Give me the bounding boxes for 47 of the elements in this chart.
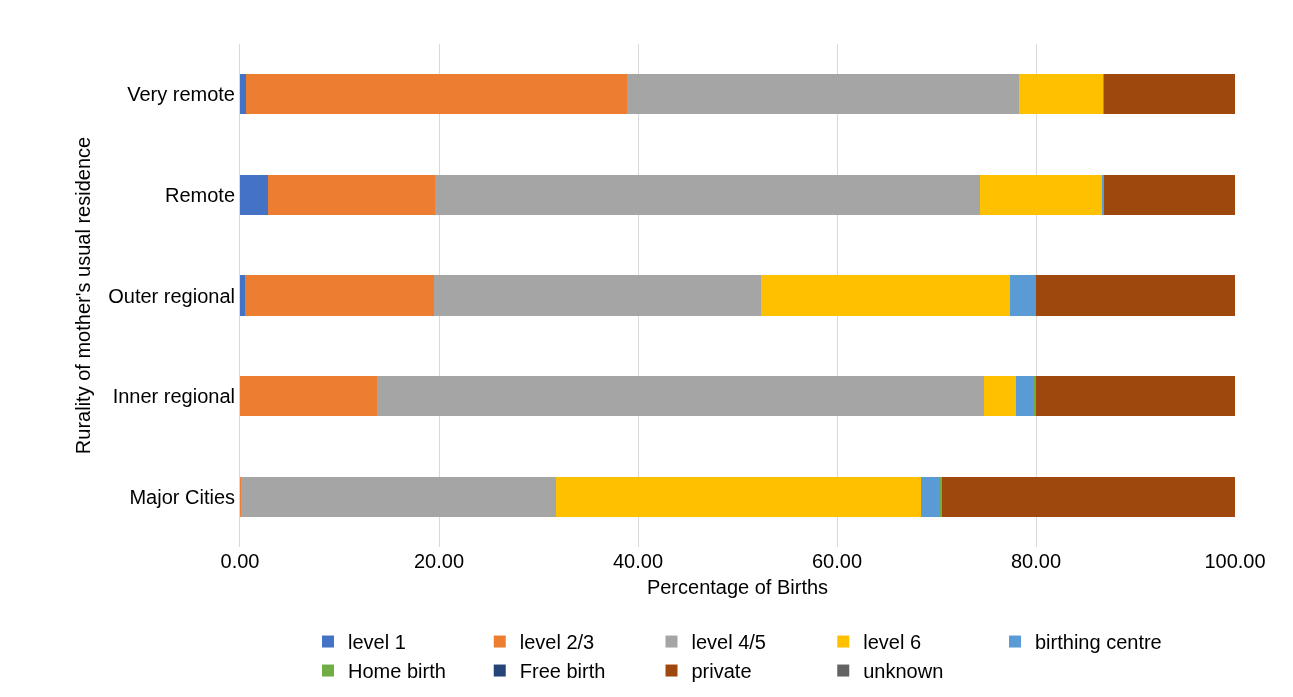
bar	[1036, 275, 1235, 316]
bar	[240, 375, 378, 417]
legend-label: level 4/5	[691, 631, 766, 654]
x-tick-label: 40.00	[612, 550, 664, 572]
bar	[1103, 74, 1235, 115]
bar	[267, 174, 436, 216]
bar	[434, 275, 762, 316]
legend-label: level 2/3	[519, 631, 595, 654]
legend-label: birthing centre	[1035, 631, 1162, 654]
x-tick-label: 60.00	[811, 550, 863, 572]
bar	[377, 375, 985, 417]
bar	[435, 174, 981, 216]
bar	[1103, 174, 1235, 216]
x-tick-label: 0.00	[220, 550, 260, 572]
y-tick-label: Major Cities	[129, 485, 235, 508]
x-tick-label: 20.00	[413, 550, 465, 572]
bar	[1016, 375, 1035, 417]
bar	[1036, 375, 1235, 417]
bar	[240, 174, 268, 216]
bar	[980, 174, 1102, 216]
legend-label: private	[691, 660, 752, 683]
bar	[761, 275, 1011, 316]
legend-label: Free birth	[519, 660, 606, 683]
x-tick-label: 100.00	[1204, 550, 1266, 572]
bar	[240, 74, 246, 115]
legend-label: level 1	[348, 631, 406, 654]
legend-label: Home birth	[348, 660, 446, 683]
y-tick-label: Inner regional	[112, 385, 235, 408]
y-tick-label: Outer regional	[108, 284, 235, 307]
bar	[1010, 275, 1036, 316]
bar	[244, 275, 435, 316]
legend-label: level 6	[863, 631, 922, 654]
y-tick-label: Remote	[164, 183, 235, 206]
legend-label: unknown	[863, 660, 944, 683]
bar	[942, 476, 1235, 517]
bar	[1019, 74, 1103, 115]
bar	[556, 476, 921, 517]
y-tick-label: Very remote	[127, 83, 235, 106]
x-tick-label: 80.00	[1010, 550, 1062, 572]
x-axis-title: Percentage of Births	[646, 575, 829, 598]
bar	[240, 275, 245, 316]
y-axis-title: Rurality of mother's usual residence	[71, 136, 94, 455]
bar	[920, 476, 941, 517]
bar	[241, 476, 557, 517]
bar	[984, 375, 1017, 417]
bar	[245, 74, 628, 115]
bar	[627, 74, 1020, 115]
